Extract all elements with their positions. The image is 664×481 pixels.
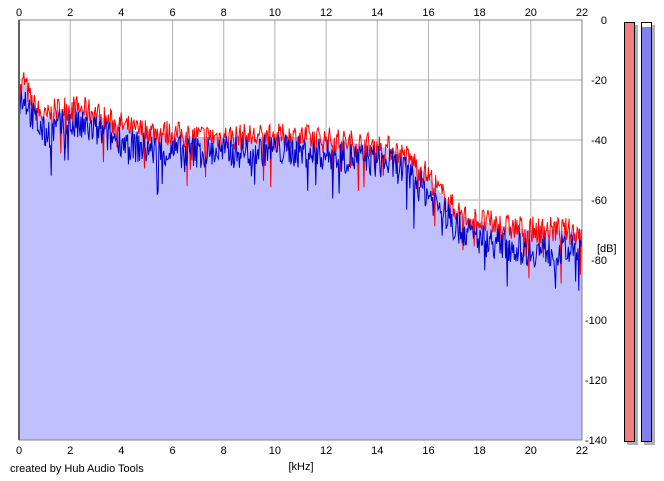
series-line-1 bbox=[18, 91, 583, 291]
x-tick-label-bottom-7: 14 bbox=[371, 445, 383, 457]
x-tick-label-top-9: 18 bbox=[474, 7, 486, 19]
tick-labels: 002244668810101212141416161818202022220-… bbox=[16, 7, 607, 457]
y-tick-label-3: -60 bbox=[591, 195, 607, 207]
y-tick-label-7: -140 bbox=[585, 435, 607, 447]
x-tick-label-top-11: 22 bbox=[576, 7, 588, 19]
x-axis-label: [kHz] bbox=[288, 461, 313, 473]
x-tick-label-top-10: 20 bbox=[525, 7, 537, 19]
x-tick-label-top-5: 10 bbox=[269, 7, 281, 19]
x-tick-label-top-2: 4 bbox=[118, 7, 124, 19]
x-tick-label-bottom-2: 4 bbox=[118, 445, 124, 457]
x-tick-label-top-4: 8 bbox=[221, 7, 227, 19]
x-tick-label-bottom-4: 8 bbox=[221, 445, 227, 457]
x-tick-label-top-3: 6 bbox=[169, 7, 175, 19]
credit-text: created by Hub Audio Tools bbox=[10, 463, 144, 475]
y-tick-label-4: -80 bbox=[591, 255, 607, 267]
x-tick-label-top-8: 16 bbox=[422, 7, 434, 19]
x-tick-label-bottom-6: 12 bbox=[320, 445, 332, 457]
y-tick-label-6: -120 bbox=[585, 375, 607, 387]
x-tick-label-bottom-3: 6 bbox=[169, 445, 175, 457]
channel-level-meter-right bbox=[641, 22, 652, 442]
channel-level-meter-left bbox=[624, 22, 635, 442]
x-tick-label-top-7: 14 bbox=[371, 7, 383, 19]
x-tick-label-top-1: 2 bbox=[67, 7, 73, 19]
series-line-0 bbox=[18, 72, 583, 284]
x-tick-label-bottom-5: 10 bbox=[269, 445, 281, 457]
x-tick-label-bottom-8: 16 bbox=[422, 445, 434, 457]
x-tick-label-bottom-9: 18 bbox=[474, 445, 486, 457]
x-tick-label-top-6: 12 bbox=[320, 7, 332, 19]
x-tick-label-bottom-10: 20 bbox=[525, 445, 537, 457]
series-layer bbox=[18, 72, 583, 440]
y-tick-label-2: -40 bbox=[591, 135, 607, 147]
x-tick-label-bottom-0: 0 bbox=[16, 445, 22, 457]
x-tick-label-bottom-11: 22 bbox=[576, 445, 588, 457]
x-tick-label-bottom-1: 2 bbox=[67, 445, 73, 457]
y-tick-label-0: 0 bbox=[601, 15, 607, 27]
y-axis-label: [dB] bbox=[597, 243, 617, 255]
y-tick-label-1: -20 bbox=[591, 75, 607, 87]
x-tick-label-top-0: 0 bbox=[16, 7, 22, 19]
y-tick-label-5: -100 bbox=[585, 315, 607, 327]
spectrum-area-fill bbox=[19, 80, 582, 440]
plot-frame bbox=[18, 19, 583, 441]
